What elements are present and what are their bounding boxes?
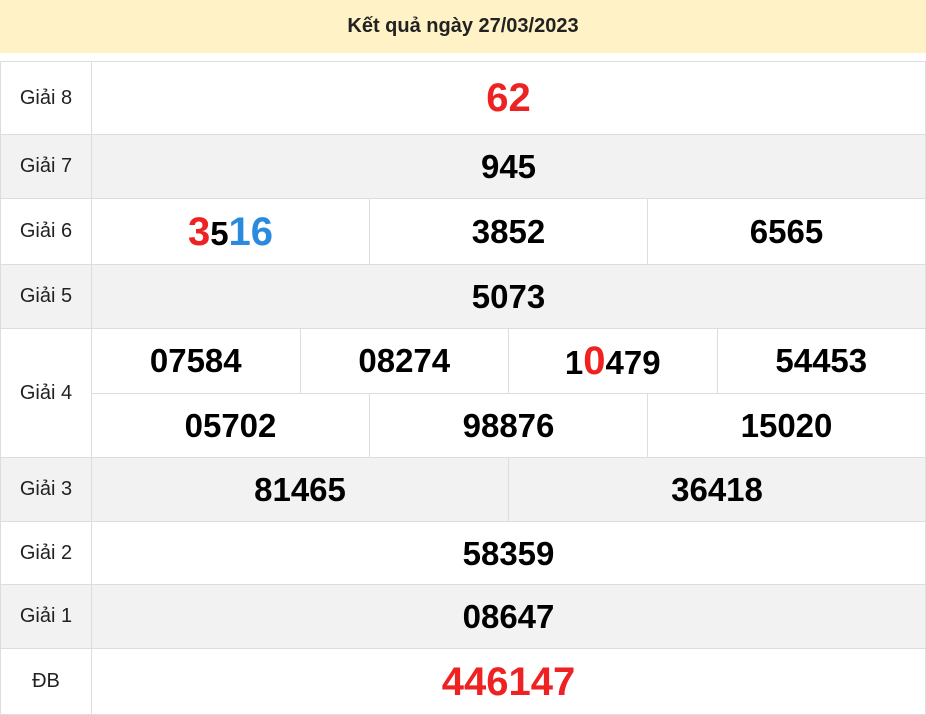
number-digits: 07584	[149, 342, 242, 380]
prize-label: Giải 2	[0, 521, 92, 585]
number-digits: 446147	[441, 659, 576, 704]
prize-numbers: 81465 36418	[91, 457, 926, 522]
prize-number-cell: 15020	[647, 393, 925, 457]
prize-number-cell: 07584	[92, 329, 300, 393]
prize-row: Giải 1 08647	[0, 584, 926, 649]
prize-row: Giải 7 945	[0, 134, 926, 199]
number-digits: 1	[564, 343, 584, 381]
prize-number-cell: 3516	[92, 199, 369, 264]
prize-number-cell: 81465	[92, 458, 508, 521]
number-digits: 6565	[749, 213, 824, 250]
prize-row: ĐB 446147	[0, 648, 926, 715]
prize-label: Giải 6	[0, 198, 92, 265]
prize-number: 05702	[185, 409, 277, 442]
prize-number-cell: 05702	[92, 394, 369, 458]
prize-number-cell: 54453	[716, 329, 926, 393]
results-table: Giải 8 62 Giải 7 945 Giải 6 3516 3852 6565 Giải …	[0, 61, 926, 715]
prize-number: 62	[486, 78, 531, 118]
prize-number: 945	[481, 150, 536, 183]
prize-label: Giải 1	[0, 584, 92, 649]
prize-number-cell: 6565	[647, 199, 925, 264]
prize-numbers: 446147	[91, 648, 926, 715]
prize-label: Giải 8	[0, 61, 92, 135]
number-digits: 05702	[184, 406, 277, 444]
prize-number: 54453	[775, 344, 867, 377]
number-digits: 5073	[471, 278, 546, 315]
prize-number: 98876	[463, 409, 555, 442]
prize-number-cell: 945	[92, 135, 925, 198]
number-digits: 945	[480, 148, 537, 185]
prize-number-cell: 446147	[92, 649, 925, 714]
number-digits: 08647	[462, 598, 555, 635]
prize-number: 446147	[442, 662, 575, 702]
prize-number: 36418	[671, 473, 763, 506]
number-digits: 0	[583, 338, 606, 383]
number-digits: 3852	[471, 213, 546, 250]
prize-numbers: 945	[91, 134, 926, 199]
prize-numbers: 58359	[91, 521, 926, 585]
prize-number: 08647	[463, 600, 555, 633]
number-digits: 5	[210, 214, 229, 252]
prize-number: 3516	[188, 212, 273, 252]
prize-row: Giải 6 3516 3852 6565	[0, 198, 926, 265]
number-digits: 08274	[358, 342, 451, 380]
number-digits: 3	[187, 209, 211, 254]
prize-number-cell: 08647	[92, 585, 925, 648]
prize-numbers: 07584 08274 10479 54453 05702 98876 15020	[91, 328, 926, 458]
number-digits: 15020	[740, 406, 833, 444]
prize-number-cell: 62	[92, 62, 925, 134]
number-digits: 98876	[462, 406, 555, 444]
prize-number-cell: 3852	[369, 199, 647, 264]
prize-number-cell: 10479	[508, 329, 717, 393]
number-digits: 81465	[254, 471, 346, 508]
prize-number: 10479	[565, 341, 661, 381]
prize-numbers: 3516 3852 6565	[91, 198, 926, 265]
prize-numbers: 62	[91, 61, 926, 135]
number-digits: 62	[486, 76, 531, 120]
prize-number: 08274	[358, 344, 450, 377]
number-digits: 36418	[671, 471, 763, 508]
prize-label: Giải 3	[0, 457, 92, 522]
number-digits: 16	[228, 209, 274, 254]
prize-row: Giải 8 62	[0, 61, 926, 135]
prize-number-cell: 58359	[92, 522, 925, 584]
prize-label: Giải 7	[0, 134, 92, 199]
prize-number-cell: 36418	[508, 458, 925, 521]
prize-row: Giải 4 07584 08274 10479 54453 05702 98876 1502…	[0, 328, 926, 458]
prize-row: Giải 2 58359	[0, 521, 926, 585]
prize-label: ĐB	[0, 648, 92, 715]
prize-label: Giải 5	[0, 264, 92, 329]
prize-number: 5073	[472, 280, 545, 313]
prize-row: Giải 5 5073	[0, 264, 926, 329]
prize-row: Giải 3 81465 36418	[0, 457, 926, 522]
prize-number: 58359	[463, 537, 555, 570]
prize-numbers: 5073	[91, 264, 926, 329]
prize-number-cell: 08274	[299, 329, 509, 393]
prize-number-cell: 98876	[369, 393, 647, 457]
prize-number: 6565	[750, 215, 823, 248]
prize-number: 15020	[741, 409, 833, 442]
prize-label: Giải 4	[0, 328, 92, 458]
prize-numbers: 08647	[91, 584, 926, 649]
prize-number-cell: 5073	[92, 265, 925, 328]
number-digits: 54453	[775, 342, 868, 380]
results-date-header: Kết quả ngày 27/03/2023	[0, 0, 926, 53]
prize-number: 3852	[472, 215, 545, 248]
prize-number: 81465	[254, 473, 346, 506]
number-digits: 58359	[462, 534, 555, 572]
prize-number: 07584	[150, 344, 242, 377]
number-digits: 479	[605, 343, 661, 381]
